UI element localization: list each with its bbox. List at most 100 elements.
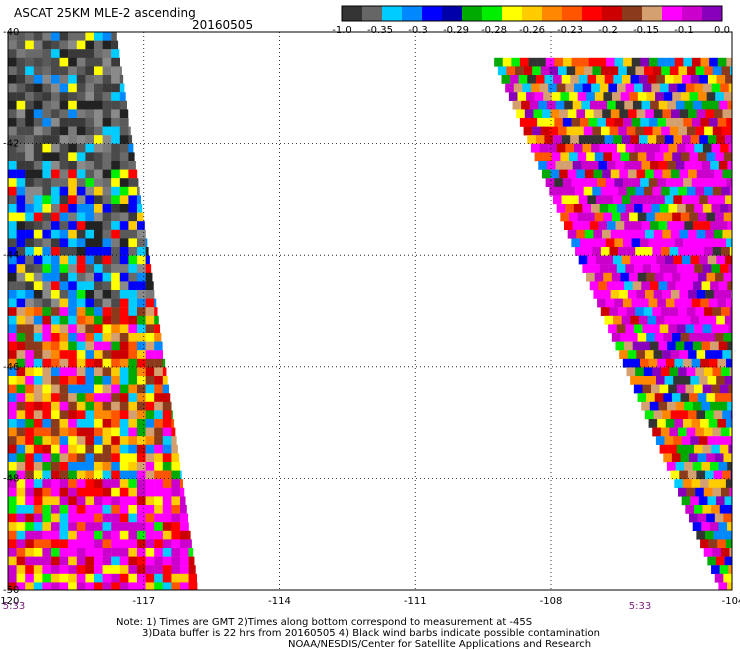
wind-cell [8,49,17,58]
wind-cell [8,204,17,213]
wind-cell [94,539,103,549]
wind-cell [688,290,697,299]
wind-cell [657,238,667,248]
wind-cell [678,126,688,136]
wind-cell [42,376,52,385]
wind-cell [694,264,703,273]
wind-cell [94,530,103,540]
wind-cell [680,152,690,162]
wind-cell [718,582,728,591]
wind-cell [670,290,680,299]
wind-cell [696,229,706,239]
wind-cell [641,341,651,351]
wind-cell [33,410,43,420]
wind-cell [94,315,103,325]
wind-cell [700,178,710,187]
wind-cell [626,247,636,256]
wind-cell [102,109,112,119]
wind-cell [548,83,557,93]
wind-cell [8,169,17,179]
wind-cell [669,247,679,256]
wind-cell [722,470,732,480]
wind-cell [111,75,120,84]
wind-cell [619,109,629,119]
wind-cell [711,444,720,454]
wind-cell [68,556,77,566]
wind-cell [111,57,120,67]
wind-cell [94,169,103,179]
colorbar-label: -0.23 [557,25,583,36]
wind-cell [656,315,665,325]
wind-cell [16,135,26,144]
wind-cell [671,453,681,463]
wind-cell [728,565,733,574]
wind-cell [638,255,648,265]
wind-cell [651,264,660,273]
wind-cell [708,358,718,368]
wind-cell [85,393,95,402]
wind-cell [102,401,112,411]
wind-cell [718,462,728,471]
wind-cell [626,307,636,316]
wind-cell [59,496,69,506]
wind-cell [85,470,95,480]
wind-cell [543,152,552,162]
wind-cell [558,66,567,76]
gridlines [8,32,732,590]
colorbar-label: -0.35 [367,25,393,36]
wind-cell [567,169,577,179]
wind-cell [723,393,733,402]
wind-cell [42,565,52,574]
wind-cell [727,100,733,110]
wind-cell [94,186,103,196]
wind-cell [565,204,575,213]
wind-cell [42,298,52,308]
wind-cell [25,57,34,67]
wind-cell [728,83,733,93]
wind-cell [698,92,707,101]
wind-cell [145,350,155,359]
wind-cell [629,272,638,282]
wind-cell [33,419,43,428]
wind-cell [33,290,43,299]
wind-cell [659,204,669,213]
wind-cell [137,393,146,402]
wind-cell [618,126,627,136]
wind-cell [690,436,700,445]
wind-cell [51,341,60,351]
wind-cell [59,32,69,41]
wind-cell [714,109,723,119]
wind-cell [522,83,532,93]
wind-cell [664,135,674,144]
wind-cell [707,195,717,205]
wind-cell [591,204,600,213]
wind-cell [102,427,112,437]
wind-cell [643,367,653,377]
colorbar-swatch [682,6,703,21]
wind-cell [94,40,103,50]
colorbar-border [341,5,723,22]
wind-cell [102,358,112,368]
wind-cell [695,247,705,256]
wind-cell [656,135,666,144]
wind-cell [51,290,60,299]
wind-cell [727,462,733,471]
wind-cell [42,229,52,239]
wind-cell [608,143,618,153]
wind-cell [602,229,611,239]
wind-cell [508,92,518,101]
wind-cell [25,272,34,282]
wind-cell [8,573,17,583]
wind-cell [592,126,602,136]
wind-cell [51,49,60,58]
wind-cell [16,307,26,316]
wind-cell [684,401,694,411]
wind-cell [16,66,26,76]
wind-cell [662,350,671,359]
wind-cell [667,401,676,411]
wind-cell [589,161,599,170]
wind-cell [111,453,120,463]
wind-cell [668,83,678,93]
wind-cell [94,401,103,411]
wind-cell [641,221,651,230]
